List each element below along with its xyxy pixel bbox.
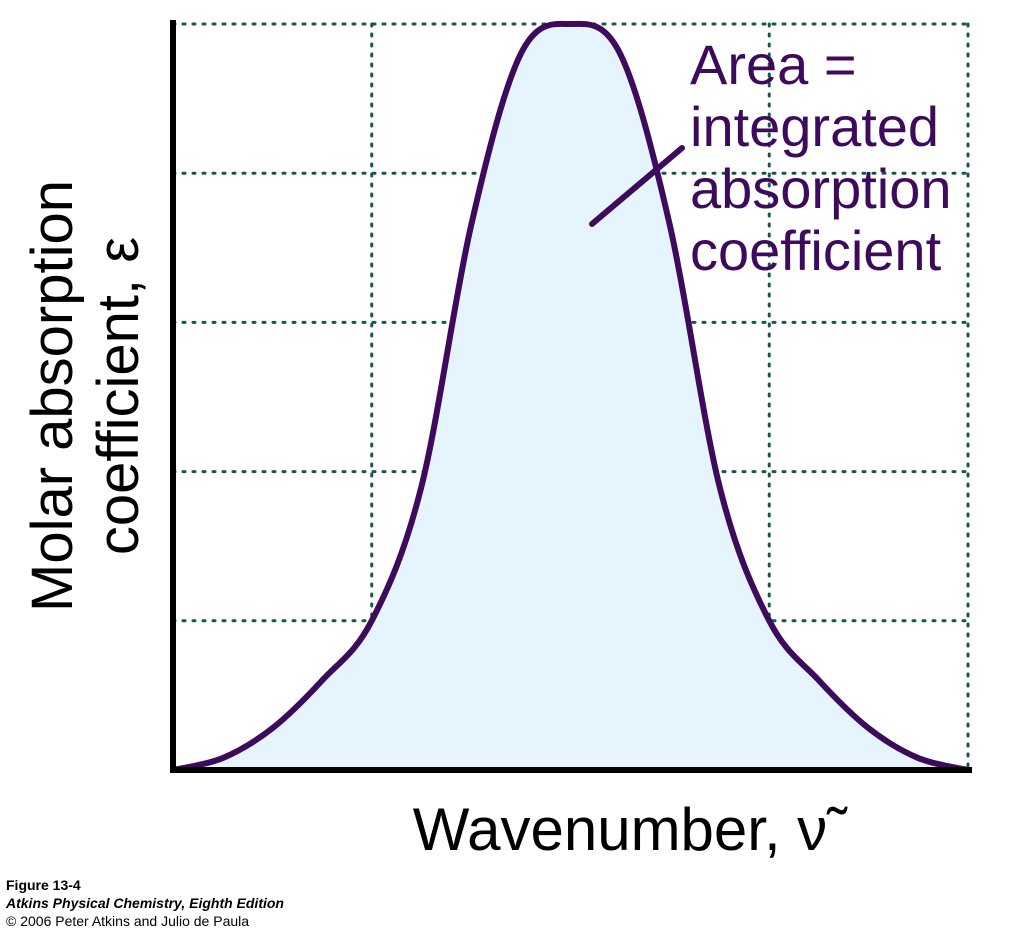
absorption-chart: Area = integrated absorption coefficient Wa… (20, 20, 972, 863)
annotation-line: coefficient (690, 219, 942, 282)
annotation-text: Area = integrated absorption coefficient (690, 33, 952, 282)
figure-number: Figure 13-4 (6, 877, 81, 893)
annotation-line: absorption (690, 157, 952, 220)
x-axis-label: Wavenumber, ν̃ (413, 796, 849, 863)
annotation-line: Area = (690, 33, 857, 96)
figure-caption: Figure 13-4 Atkins Physical Chemistry, E… (6, 876, 284, 930)
y-axis-label-line: Molar absorption (20, 180, 85, 612)
band-curve (172, 20, 969, 773)
annotation-line: integrated (690, 95, 939, 158)
book-title: Atkins Physical Chemistry, Eighth Editio… (6, 895, 284, 911)
axes (170, 20, 972, 773)
annotation-leader-line (589, 145, 685, 227)
band-area-fill (173, 23, 968, 770)
y-axis-label-line: coefficient, ε (86, 237, 151, 555)
y-axis-label: Molar absorptioncoefficient, ε (20, 180, 151, 612)
copyright-notice: © 2006 Peter Atkins and Julio de Paula (6, 913, 250, 929)
